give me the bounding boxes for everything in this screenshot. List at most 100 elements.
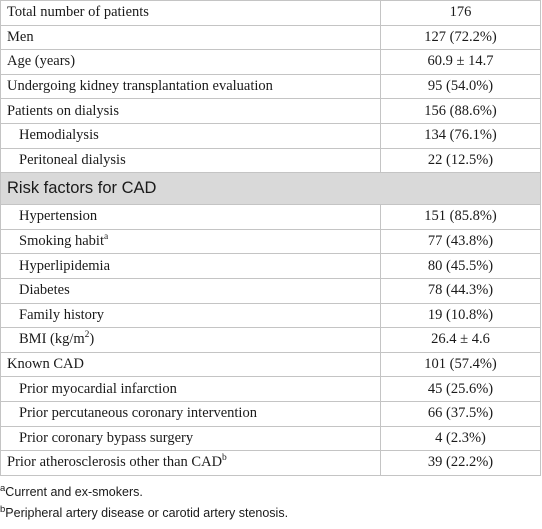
row-label: Hemodialysis xyxy=(0,122,381,149)
row-value: 60.9 ± 14.7 xyxy=(380,49,541,75)
value-text: 80 (45.5%) xyxy=(427,257,494,274)
footnote-mark: a xyxy=(0,482,6,494)
row-label: Known CAD xyxy=(0,351,381,378)
label-text: Known CAD xyxy=(7,356,84,373)
superscript: b xyxy=(222,453,227,464)
table-row: Men 127 (72.2%) xyxy=(0,24,541,51)
table-row: Diabetes 78 (44.3%) xyxy=(0,277,541,304)
table-row: Total number of patients 176 xyxy=(0,0,541,26)
row-label: Prior percutaneous coronary intervention xyxy=(0,400,381,427)
row-value: 45 (25.6%) xyxy=(380,376,541,402)
table-row: Age (years) 60.9 ± 14.7 xyxy=(0,49,541,75)
label-text: Age (years) xyxy=(7,53,76,70)
row-label: Family history xyxy=(0,302,381,329)
table-row: Smoking habita 77 (43.8%) xyxy=(0,228,541,255)
section-title: Risk factors for CAD xyxy=(7,179,157,198)
label-text: Prior myocardial infarction xyxy=(19,380,177,397)
table-row: BMI (kg/m2) 26.4 ± 4.6 xyxy=(0,327,541,353)
row-value: 19 (10.8%) xyxy=(380,302,541,329)
row-value: 95 (54.0%) xyxy=(380,73,541,100)
superscript: 2 xyxy=(84,330,90,341)
table-row: Hemodialysis 134 (76.1%) xyxy=(0,122,541,149)
label-text: Smoking habit xyxy=(19,233,104,250)
value-text: 127 (72.2%) xyxy=(424,28,497,45)
superscript: a xyxy=(104,232,109,243)
row-value: 101 (57.4%) xyxy=(380,351,541,378)
footnote-mark: b xyxy=(0,503,6,515)
row-value: 156 (88.6%) xyxy=(380,98,541,124)
label-text: Total number of patients xyxy=(7,4,149,21)
table-row: Prior atherosclerosis other than CADb 39 … xyxy=(0,450,541,476)
row-label: Total number of patients xyxy=(0,0,381,26)
row-value: 176 xyxy=(380,0,541,26)
label-text: Undergoing kidney transplantation evalua… xyxy=(7,78,273,95)
label-text: Prior percutaneous coronary intervention xyxy=(19,405,257,422)
label-text: BMI (kg/m xyxy=(19,331,85,348)
row-label: Patients on dialysis xyxy=(0,98,381,124)
value-text: 101 (57.4%) xyxy=(424,356,497,373)
footnote: aCurrent and ex-smokers. xyxy=(0,482,542,503)
row-value: 39 (22.2%) xyxy=(380,450,541,476)
row-label: Hyperlipidemia xyxy=(0,253,381,279)
row-label: Diabetes xyxy=(0,277,381,304)
table-row: Risk factors for CAD xyxy=(0,172,541,206)
table-row: Patients on dialysis 156 (88.6%) xyxy=(0,98,541,124)
row-value: 66 (37.5%) xyxy=(380,400,541,427)
value-text: 95 (54.0%) xyxy=(427,78,494,95)
value-text: 134 (76.1%) xyxy=(424,127,497,144)
row-label: Smoking habita xyxy=(0,228,381,255)
value-text: 151 (85.8%) xyxy=(424,208,497,225)
label-text: Hemodialysis xyxy=(19,127,99,144)
row-label: Prior coronary bypass surgery xyxy=(0,425,381,452)
label-text: Peritoneal dialysis xyxy=(19,151,126,168)
row-value: 127 (72.2%) xyxy=(380,24,541,51)
row-value: 77 (43.8%) xyxy=(380,228,541,255)
row-value: 151 (85.8%) xyxy=(380,204,541,230)
row-label: Prior atherosclerosis other than CADb xyxy=(0,450,381,476)
table-row: Hyperlipidemia 80 (45.5%) xyxy=(0,253,541,279)
label-text: Hypertension xyxy=(19,208,98,225)
label-text: Hyperlipidemia xyxy=(19,257,111,274)
row-label: Peritoneal dialysis xyxy=(0,147,381,174)
row-label: BMI (kg/m2) xyxy=(0,327,381,353)
row-label: Hypertension xyxy=(0,204,381,230)
value-text: 156 (88.6%) xyxy=(424,102,497,119)
value-text: 78 (44.3%) xyxy=(427,282,494,299)
table-row: Known CAD 101 (57.4%) xyxy=(0,351,541,378)
row-label: Prior myocardial infarction xyxy=(0,376,381,402)
value-text: 26.4 ± 4.6 xyxy=(431,331,490,348)
table-row: Hypertension 151 (85.8%) xyxy=(0,204,541,230)
value-text: 39 (22.2%) xyxy=(427,454,494,471)
label-text: Diabetes xyxy=(19,282,70,299)
footnote-text: Current and ex-smokers. xyxy=(5,484,143,499)
section-header: Risk factors for CAD xyxy=(0,172,541,206)
label-text: ) xyxy=(89,331,95,348)
row-value: 26.4 ± 4.6 xyxy=(380,327,541,353)
table-row: Prior percutaneous coronary intervention… xyxy=(0,400,541,427)
table-row: Prior myocardial infarction 45 (25.6%) xyxy=(0,376,541,402)
row-value: 78 (44.3%) xyxy=(380,277,541,304)
value-text: 176 xyxy=(449,4,472,21)
value-text: 77 (43.8%) xyxy=(427,233,494,250)
label-text: Prior coronary bypass surgery xyxy=(19,429,194,446)
value-text: 60.9 ± 14.7 xyxy=(427,53,494,70)
footnote: bPeripheral artery disease or carotid ar… xyxy=(0,503,542,524)
row-value: 134 (76.1%) xyxy=(380,122,541,149)
table-row: Undergoing kidney transplantation evalua… xyxy=(0,73,541,100)
table-row: Family history 19 (10.8%) xyxy=(0,302,541,329)
label-text: Prior atherosclerosis other than CAD xyxy=(7,454,223,471)
value-text: 66 (37.5%) xyxy=(427,405,494,422)
footnote-text: Peripheral artery disease or carotid art… xyxy=(5,505,289,520)
label-text: Patients on dialysis xyxy=(7,102,119,119)
table-body: Total number of patients 176 Men 127 (72.2%… xyxy=(0,0,541,476)
row-value: 4 (2.3%) xyxy=(380,425,541,452)
footnotes: aCurrent and ex-smokers. bPeripheral arte… xyxy=(0,476,542,524)
row-label: Men xyxy=(0,24,381,51)
value-text: 19 (10.8%) xyxy=(427,306,494,323)
value-text: 45 (25.6%) xyxy=(427,380,494,397)
data-table: Total number of patients 176 Men 127 (72.2%… xyxy=(0,0,541,476)
row-label: Undergoing kidney transplantation evalua… xyxy=(0,73,381,100)
label-text: Family history xyxy=(19,306,104,323)
value-text: 22 (12.5%) xyxy=(427,151,494,168)
